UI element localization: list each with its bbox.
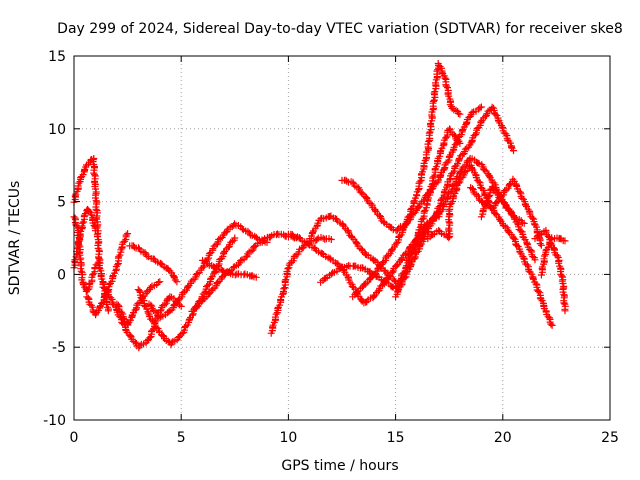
x-tick-label: 10	[279, 430, 297, 446]
series-arc10	[188, 230, 303, 315]
series-markers	[467, 175, 545, 249]
grid-lines	[74, 56, 610, 420]
series-markers	[477, 183, 539, 264]
series-markers	[537, 234, 569, 279]
x-tick-label: 25	[601, 430, 619, 446]
series-arc20	[424, 161, 556, 329]
plot-frame	[73, 55, 611, 421]
y-tick-label: 0	[57, 267, 66, 283]
axis-ticks: 0 5 10 15 20 25 -10 -5 0 5 10 15	[43, 49, 619, 446]
series-arc7	[126, 242, 181, 286]
x-tick-label: 5	[177, 430, 186, 446]
x-tick-label: 20	[494, 430, 512, 446]
series-markers	[126, 242, 181, 286]
x-axis-label: GPS time / hours	[281, 458, 398, 474]
series-arc11	[267, 233, 335, 337]
plot-points	[70, 60, 569, 352]
y-tick-label: -10	[43, 413, 66, 429]
series-arc17	[349, 60, 464, 301]
series-markers	[267, 233, 335, 337]
series-markers	[199, 256, 260, 281]
series-markers	[424, 161, 556, 329]
series-markers	[188, 230, 303, 315]
series-arc14	[306, 212, 400, 286]
y-tick-label: 15	[48, 49, 66, 65]
series-arc21	[467, 175, 545, 249]
x-tick-label: 15	[387, 430, 405, 446]
series-arc9	[145, 220, 271, 322]
series-markers	[349, 60, 464, 301]
series-markers	[145, 220, 271, 322]
series-arc12	[199, 256, 260, 281]
series-arc24	[537, 234, 569, 279]
series-arc22	[477, 183, 539, 264]
y-tick-label: 10	[48, 122, 66, 138]
y-tick-label: 5	[57, 195, 66, 211]
chart-title: Day 299 of 2024, Sidereal Day-to-day VTE…	[57, 21, 623, 37]
y-axis-label: SDTVAR / TECUs	[7, 181, 23, 296]
y-tick-label: -5	[52, 340, 66, 356]
x-tick-label: 0	[70, 430, 79, 446]
series-markers	[306, 212, 400, 286]
